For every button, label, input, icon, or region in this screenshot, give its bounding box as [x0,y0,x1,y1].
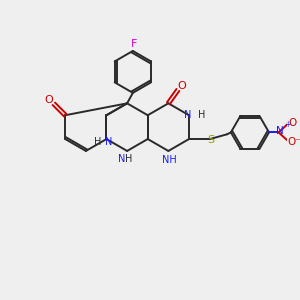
Text: +: + [284,120,291,129]
Text: O: O [45,95,53,105]
Text: H: H [125,154,133,164]
Text: S: S [207,135,214,145]
Text: O: O [177,81,186,91]
Text: H: H [94,137,102,147]
Text: O⁻: O⁻ [287,137,300,147]
Text: F: F [130,39,137,49]
Text: N: N [184,110,192,120]
Text: N: N [276,126,283,136]
Text: N: N [118,154,125,164]
Text: N: N [105,137,112,147]
Text: H: H [198,110,205,120]
Text: O: O [289,118,297,128]
Text: NH: NH [162,154,177,164]
